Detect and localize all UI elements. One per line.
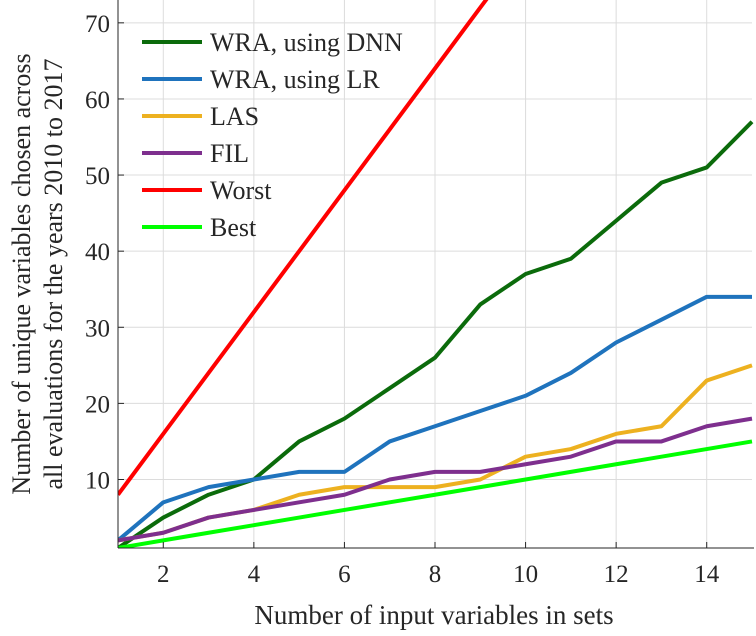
x-tick-label: 2 bbox=[157, 561, 170, 588]
y-axis-label: all evaluations for the years 2010 to 20… bbox=[39, 58, 68, 489]
legend-label: LAS bbox=[210, 102, 259, 131]
x-tick-label: 14 bbox=[694, 561, 720, 588]
x-axis-label: Number of input variables in sets bbox=[254, 600, 613, 630]
y-tick-label: 20 bbox=[85, 391, 110, 418]
x-tick-label: 10 bbox=[513, 561, 538, 588]
y-tick-label: 70 bbox=[85, 11, 110, 38]
y-tick-label: 10 bbox=[85, 468, 110, 495]
y-tick-label: 40 bbox=[85, 239, 110, 266]
legend-label: WRA, using DNN bbox=[210, 28, 403, 57]
legend-label: FIL bbox=[210, 139, 249, 168]
series-line bbox=[118, 120, 754, 548]
series-line bbox=[118, 439, 753, 548]
series-line bbox=[118, 0, 489, 496]
x-tick-label: 4 bbox=[248, 561, 261, 588]
y-tick-label: 50 bbox=[85, 163, 110, 190]
y-tick-label: 60 bbox=[85, 87, 110, 114]
y-axis-label: Number of unique variables chosen across bbox=[7, 53, 36, 494]
legend: WRA, using DNN WRA, using LR LAS FIL Worst Be… bbox=[142, 28, 403, 242]
series-line bbox=[118, 416, 753, 543]
plot-area bbox=[118, 0, 754, 548]
series-line bbox=[118, 294, 752, 542]
y-tick-label: 30 bbox=[85, 315, 110, 342]
legend-label: Worst bbox=[210, 176, 272, 205]
legend-label: WRA, using LR bbox=[210, 65, 380, 94]
legend-label: Best bbox=[210, 213, 257, 242]
x-tick-label: 8 bbox=[429, 561, 442, 588]
x-tick-label: 12 bbox=[604, 561, 629, 588]
x-tick-label: 6 bbox=[338, 561, 351, 588]
